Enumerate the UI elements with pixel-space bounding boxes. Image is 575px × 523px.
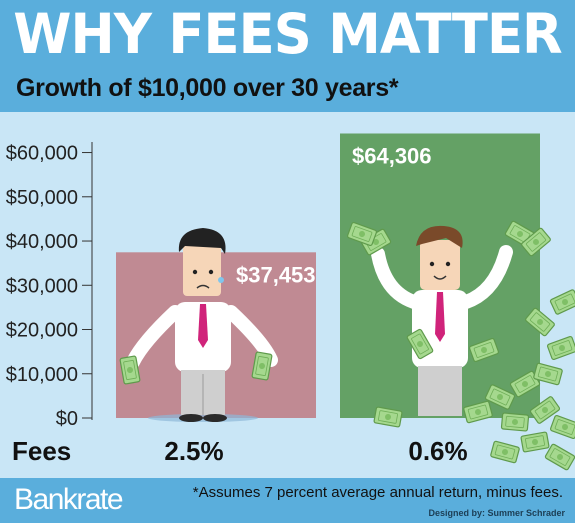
bar-chart: $0 $10,000 $20,000 $30,000 $40,000 $50,000 $60…: [6, 133, 575, 472]
page-title: WHY FEES MATTER: [13, 2, 562, 66]
y-tick-label: $30,000: [6, 275, 78, 297]
y-tick-label: $10,000: [6, 364, 78, 386]
x-tick-labels: 2.5% 0.6%: [164, 436, 467, 466]
data-labels: $37,453 $64,306: [236, 143, 432, 287]
brand-logo: Bankrate: [14, 483, 124, 516]
x-axis-label: Fees: [12, 436, 71, 466]
x-tick-label: 2.5%: [164, 436, 223, 466]
y-tick-label: $60,000: [6, 143, 78, 165]
happy-businessman-icon: [371, 225, 513, 416]
chart-area: $0 $10,000 $20,000 $30,000 $40,000 $50,000 $60…: [0, 112, 575, 478]
y-tick-label: $20,000: [6, 320, 78, 342]
data-label: $64,306: [352, 143, 432, 168]
bars: [116, 133, 540, 418]
y-tick-label: $40,000: [6, 231, 78, 253]
x-tick-label: 0.6%: [408, 436, 467, 466]
header-banner: WHY FEES MATTER Growth of $10,000 over 3…: [0, 0, 575, 112]
y-tick-label: $50,000: [6, 187, 78, 209]
chart-subtitle: Growth of $10,000 over 30 years*: [16, 74, 399, 102]
footer-banner: Bankrate *Assumes 7 percent average annu…: [0, 478, 575, 523]
footnote: *Assumes 7 percent average annual return…: [192, 484, 563, 501]
y-ticks: $0 $10,000 $20,000 $30,000 $40,000 $50,000 $60…: [6, 143, 92, 430]
y-tick-label: $0: [56, 408, 78, 430]
data-label: $37,453: [236, 262, 316, 287]
designer-credit: Designed by: Summer Schrader: [428, 508, 565, 518]
